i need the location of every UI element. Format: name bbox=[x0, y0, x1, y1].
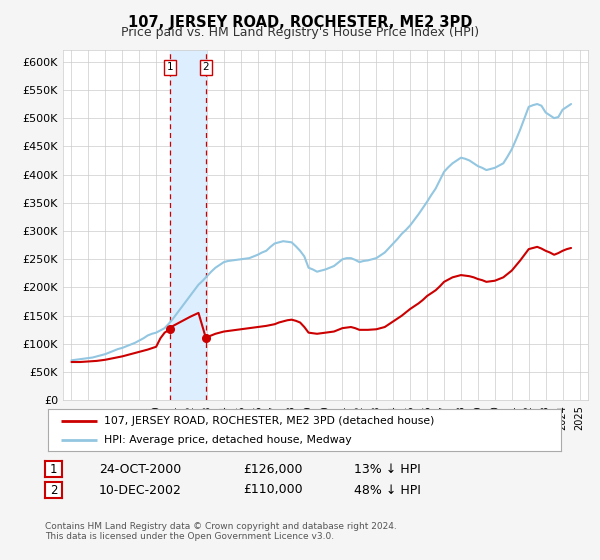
Text: Contains HM Land Registry data © Crown copyright and database right 2024.
This d: Contains HM Land Registry data © Crown c… bbox=[45, 522, 397, 542]
Text: 48% ↓ HPI: 48% ↓ HPI bbox=[354, 483, 421, 497]
Text: Price paid vs. HM Land Registry's House Price Index (HPI): Price paid vs. HM Land Registry's House … bbox=[121, 26, 479, 39]
Bar bbox=[170, 50, 206, 400]
Text: £126,000: £126,000 bbox=[243, 463, 302, 476]
Text: 2: 2 bbox=[50, 483, 57, 497]
Text: 24-OCT-2000: 24-OCT-2000 bbox=[99, 463, 181, 476]
Text: £110,000: £110,000 bbox=[243, 483, 302, 497]
Text: 2: 2 bbox=[203, 62, 209, 72]
Text: 10-DEC-2002: 10-DEC-2002 bbox=[99, 483, 182, 497]
Text: 107, JERSEY ROAD, ROCHESTER, ME2 3PD: 107, JERSEY ROAD, ROCHESTER, ME2 3PD bbox=[128, 15, 472, 30]
Text: 1: 1 bbox=[167, 62, 173, 72]
Text: 13% ↓ HPI: 13% ↓ HPI bbox=[354, 463, 421, 476]
Text: HPI: Average price, detached house, Medway: HPI: Average price, detached house, Medw… bbox=[104, 435, 352, 445]
Text: 107, JERSEY ROAD, ROCHESTER, ME2 3PD (detached house): 107, JERSEY ROAD, ROCHESTER, ME2 3PD (de… bbox=[104, 416, 435, 426]
Text: 1: 1 bbox=[50, 463, 57, 476]
